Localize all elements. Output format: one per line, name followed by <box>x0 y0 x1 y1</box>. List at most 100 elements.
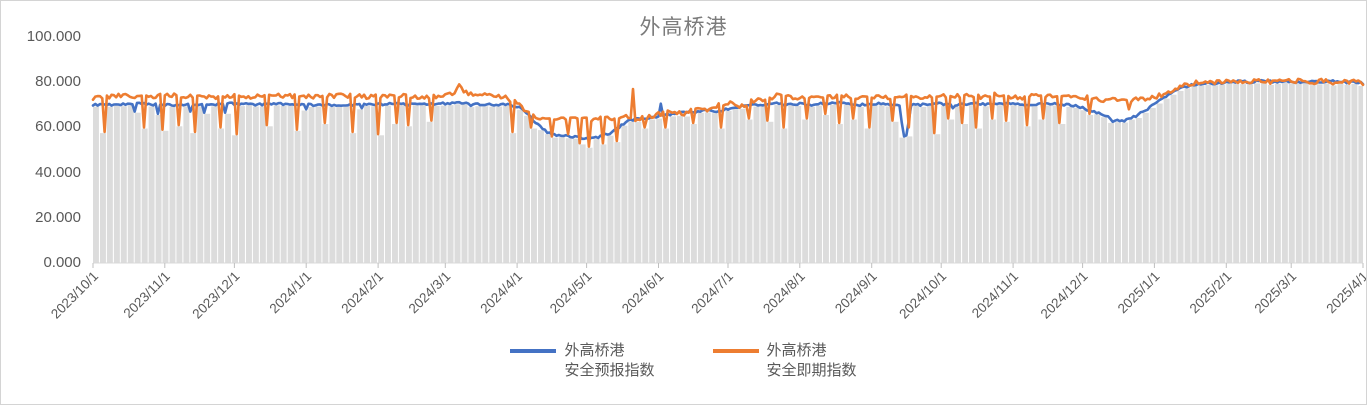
background-bar <box>1156 103 1163 263</box>
background-bar <box>531 128 537 263</box>
legend-line-sample-forecast <box>510 349 557 353</box>
x-axis-tick-label: 2023/11/1 <box>121 269 173 321</box>
x-axis-tick-label: 2025/4/1 <box>1323 269 1367 317</box>
x-axis-tick-label: 2025/3/1 <box>1252 269 1300 317</box>
x-axis-tick-label: 2024/8/1 <box>760 269 808 317</box>
background-bar <box>774 105 781 263</box>
background-bar <box>524 115 531 263</box>
x-axis-tick-label: 2024/3/1 <box>406 269 454 317</box>
background-bar <box>322 124 329 263</box>
background-bar <box>565 138 572 263</box>
background-bar <box>885 106 892 263</box>
background-bar <box>148 106 155 263</box>
background-bar <box>447 105 454 263</box>
background-bar <box>287 105 294 263</box>
background-bar <box>204 113 211 263</box>
background-bar <box>767 121 774 264</box>
background-bar <box>850 119 857 263</box>
background-bar <box>948 119 955 263</box>
background-bar <box>1240 84 1247 263</box>
background-bar <box>795 106 802 263</box>
background-bar <box>1073 107 1080 263</box>
legend: 外高桥港 安全预报指数 外高桥港 安全即期指数 <box>1 341 1366 381</box>
background-bar <box>1247 84 1254 264</box>
background-bar <box>551 137 558 263</box>
background-bar <box>843 104 850 263</box>
legend-label-line2: 安全预报指数 <box>564 362 655 379</box>
background-bar <box>426 121 433 264</box>
background-bar <box>593 139 600 263</box>
background-bar <box>517 109 524 263</box>
x-axis-tick-label: 2024/4/1 <box>477 269 525 317</box>
background-bar <box>1066 106 1073 264</box>
background-bar <box>176 126 183 263</box>
background-bar <box>802 119 809 263</box>
background-bar <box>1128 119 1135 263</box>
background-bar <box>614 142 621 263</box>
background-bar <box>1024 126 1031 263</box>
legend-label-spot: 外高桥港 安全即期指数 <box>767 341 857 381</box>
background-bar <box>503 106 510 263</box>
background-bar <box>1288 83 1295 264</box>
background-bar <box>259 106 266 264</box>
background-bar <box>704 112 711 264</box>
background-bar <box>899 137 906 263</box>
background-bar <box>1205 84 1212 263</box>
background-bar <box>1003 121 1010 264</box>
background-bar <box>440 105 447 263</box>
background-bar <box>1281 83 1288 263</box>
background-bar <box>697 112 704 263</box>
background-bar <box>1212 85 1219 263</box>
background-bar <box>538 130 544 263</box>
background-bar <box>607 135 614 263</box>
background-bar <box>1337 83 1344 263</box>
background-bar <box>385 105 391 263</box>
background-bar <box>183 106 190 264</box>
background-bar <box>1295 84 1302 263</box>
background-bar <box>816 105 823 263</box>
background-bar <box>1254 83 1261 264</box>
background-bar <box>357 109 364 263</box>
legend-label-line2: 安全即期指数 <box>766 362 857 379</box>
background-bar <box>197 106 204 263</box>
background-bar <box>273 105 280 263</box>
background-bar <box>725 110 732 263</box>
background-bar <box>1010 105 1017 263</box>
background-bar <box>1323 83 1330 263</box>
background-bar <box>1316 84 1323 263</box>
background-bar <box>315 106 322 263</box>
x-axis-tick-label: 2025/2/1 <box>1187 269 1235 317</box>
background-bar <box>934 134 941 263</box>
background-bar <box>892 121 899 264</box>
background-bar <box>1122 122 1128 263</box>
background-bar <box>962 124 969 263</box>
background-bar <box>141 128 148 263</box>
background-bar <box>239 106 245 263</box>
background-bar <box>1184 88 1191 263</box>
x-axis-tick-label: 2024/1/1 <box>267 269 315 317</box>
background-bar <box>218 128 225 263</box>
background-bar <box>927 106 934 263</box>
background-bar <box>670 116 677 264</box>
background-bar <box>684 116 690 263</box>
x-axis-tick-label: 2025/1/1 <box>1115 269 1163 317</box>
background-bar <box>732 109 739 263</box>
background-bar <box>120 106 127 263</box>
x-axis-tick-label: 2024/10/1 <box>896 269 949 322</box>
background-bar <box>1059 124 1066 263</box>
background-bar <box>941 106 948 263</box>
legend-label-forecast: 外高桥港 安全预报指数 <box>564 341 654 381</box>
background-bar <box>656 118 663 263</box>
background-bar <box>93 106 99 263</box>
background-bar <box>232 135 239 263</box>
background-bar <box>343 106 350 263</box>
x-axis-tick-label: 2024/12/1 <box>1038 269 1091 322</box>
background-bar <box>982 106 989 263</box>
y-axis-tick-label: 40.000 <box>35 164 81 181</box>
x-axis-tick-label: 2024/2/1 <box>338 269 386 317</box>
background-bar <box>1198 85 1205 263</box>
background-bar <box>878 105 885 263</box>
background-bar <box>969 105 975 263</box>
background-bar <box>1268 84 1274 264</box>
background-bar <box>392 124 398 263</box>
